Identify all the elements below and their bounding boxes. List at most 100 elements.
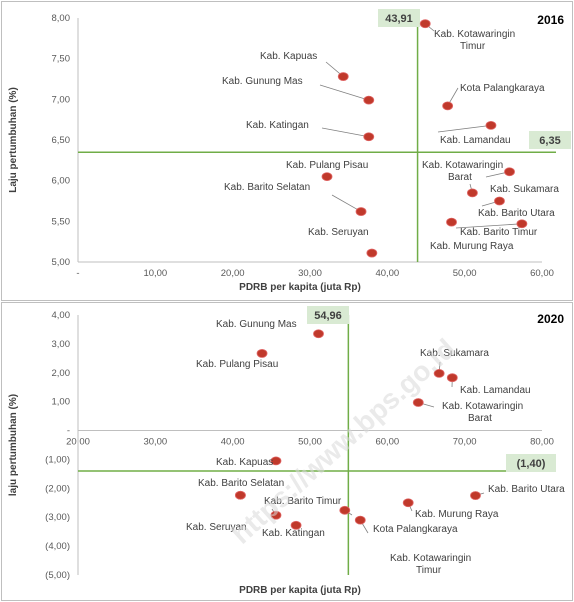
c2020-point-label: Kab. Kotawaringin Timur <box>390 553 471 576</box>
c2016-year-label: 2016 <box>537 13 564 27</box>
c2016-ref-y-label: 6,35 <box>539 135 560 147</box>
c2016-leader-line <box>331 194 362 212</box>
c2016-leader-line <box>321 127 369 138</box>
c2016-data-point <box>485 120 497 130</box>
c2020-y-tick: (5,00) <box>45 570 70 581</box>
c2020-data-point <box>270 510 282 520</box>
c2020-point-label: Kota Palangkaraya <box>373 524 458 535</box>
c2020-y-tick: 2,00 <box>52 368 71 379</box>
c2016-point-label: Kab. Gunung Mas <box>222 76 303 87</box>
c2020-ref-x-label: 54,96 <box>314 310 342 322</box>
c2020-year-label: 2020 <box>537 312 564 326</box>
c2020-x-tick: 50,00 <box>298 437 322 448</box>
c2020-point-label: Kab. Kapuas <box>216 457 273 468</box>
chart-2020-svg: (5,00) (4,00) (3,00) (2,00) (1,00) - 1,00 2,00 3… <box>8 306 565 596</box>
c2016-point-label: Kab. Barito Timur <box>460 227 538 238</box>
c2016-data-point <box>363 95 375 105</box>
c2016-data-point <box>355 207 367 216</box>
c2016-x-tick: 30,00 <box>298 268 322 279</box>
c2016-y-tick: 6,50 <box>52 135 71 146</box>
c2020-data-point <box>290 520 302 530</box>
c2020-data-point <box>339 505 351 515</box>
c2016-ref-y-label-box <box>529 131 571 149</box>
c2020-point-label: Kab. Kotawaringin Barat <box>442 401 523 424</box>
c2016-data-point <box>446 217 457 227</box>
c2020-data-point <box>234 490 246 500</box>
c2020-point-label: Kab. Barito Utara <box>488 484 565 495</box>
c2016-data-point <box>504 167 515 177</box>
c2016-data-point <box>494 196 505 206</box>
c2020-y-tick: (2,00) <box>45 483 70 494</box>
c2020-point-label: Kab. Gunung Mas <box>216 319 297 330</box>
c2016-point-label: Kab. Kotawaringin Barat <box>422 160 503 183</box>
c2020-data-point <box>313 329 324 339</box>
c2016-data-point <box>466 188 478 198</box>
c2020-x-tick: 40,00 <box>221 437 245 448</box>
c2020-data-point <box>433 368 445 378</box>
c2016-point-label: Kab. Barito Selatan <box>224 182 310 193</box>
c2016-x-tick: 60,00 <box>530 268 554 279</box>
c2020-ref-y-label-box <box>506 454 556 472</box>
c2016-point-label: Kab. Kotawaringin Timur <box>434 29 515 52</box>
c2020-point-label: Kab. Seruyan <box>186 522 247 533</box>
c2016-data-point <box>337 72 349 81</box>
c2020-data-point <box>412 398 424 407</box>
c2016-point-label: Kab. Murung Raya <box>430 241 514 252</box>
c2020-y-tick: (4,00) <box>45 541 70 552</box>
c2016-x-tick: - <box>76 268 79 279</box>
c2016-y-tick: 5,50 <box>52 216 71 227</box>
c2016-y-tick: 5,00 <box>52 257 71 268</box>
c2016-data-point <box>516 219 528 229</box>
c2020-data-point <box>256 349 268 358</box>
c2016-x-tick: 40,00 <box>375 268 399 279</box>
c2020-y-axis-title: laju pertumbuhan (%) <box>8 394 19 496</box>
c2016-x-tick: 20,00 <box>221 268 245 279</box>
c2016-y-axis-title: Laju pertumbuhan (%) <box>8 87 19 193</box>
c2016-ref-x-label: 43,91 <box>385 13 413 25</box>
c2020-data-point <box>402 498 414 508</box>
c2016-y-tick: 7,00 <box>52 94 71 105</box>
chart-2016-panel: 5,00 5,50 6,00 6,50 7,00 7,50 8,00 - 10,00 20,00 3… <box>1 1 573 301</box>
c2016-data-point <box>363 132 375 142</box>
c2016-point-label: Kab. Seruyan <box>308 227 369 238</box>
c2020-point-label: Kab. Barito Selatan <box>198 478 284 489</box>
c2020-point-label: Kab. Lamandau <box>460 385 531 396</box>
c2016-point-label: Kota Palangkaraya <box>460 83 545 94</box>
c2020-point-label: Kab. Barito Timur <box>264 496 342 507</box>
c2020-point-label: Kab. Pulang Pisau <box>196 359 278 370</box>
c2020-ref-x-label-box <box>307 306 349 324</box>
c2016-point-label: Kab. Kapuas <box>260 51 317 62</box>
c2020-y-tick: 1,00 <box>52 397 71 408</box>
chart-2016-svg: 5,00 5,50 6,00 6,50 7,00 7,50 8,00 - 10,00 20,00 3… <box>8 9 571 293</box>
c2016-data-point <box>442 101 454 111</box>
c2016-leader-line <box>319 84 369 101</box>
c2020-y-tick: 3,00 <box>52 339 71 350</box>
c2016-ref-x-label-box <box>378 9 420 27</box>
c2016-leader-line <box>437 124 492 133</box>
c2020-x-tick: 70,00 <box>453 437 477 448</box>
c2020-x-tick: 80,00 <box>530 437 554 448</box>
c2020-data-point <box>270 456 282 466</box>
c2020-y-tick: (3,00) <box>45 512 70 523</box>
c2016-data-point <box>366 248 378 258</box>
c2016-x-tick: 10,00 <box>143 268 167 279</box>
c2020-point-label: Kab. Murung Raya <box>415 509 499 520</box>
c2020-data-point <box>354 515 366 525</box>
c2016-x-axis-title: PDRB per kapita (juta Rp) <box>239 282 361 293</box>
c2016-x-tick: 50,00 <box>453 268 477 279</box>
c2020-y-tick: (1,00) <box>45 454 70 465</box>
c2016-y-tick: 8,00 <box>52 13 71 24</box>
c2020-data-point <box>446 373 458 383</box>
c2020-point-label: Kab. Sukamara <box>420 348 489 359</box>
c2020-point-label: Kab. Katingan <box>262 528 325 539</box>
c2016-data-point <box>419 19 431 29</box>
c2020-y-tick: - <box>67 426 70 437</box>
c2020-x-tick: 60,00 <box>375 437 399 448</box>
c2016-point-label: Kab. Lamandau <box>440 135 511 146</box>
c2020-y-tick: 4,00 <box>52 310 71 321</box>
c2016-y-tick: 7,50 <box>52 54 71 65</box>
c2016-y-tick: 6,00 <box>52 176 71 187</box>
c2016-point-label: Kab. Katingan <box>246 120 309 131</box>
c2016-point-label: Kab. Barito Utara <box>478 208 555 219</box>
c2020-x-axis-title: PDRB per kapita (juta Rp) <box>239 585 361 596</box>
